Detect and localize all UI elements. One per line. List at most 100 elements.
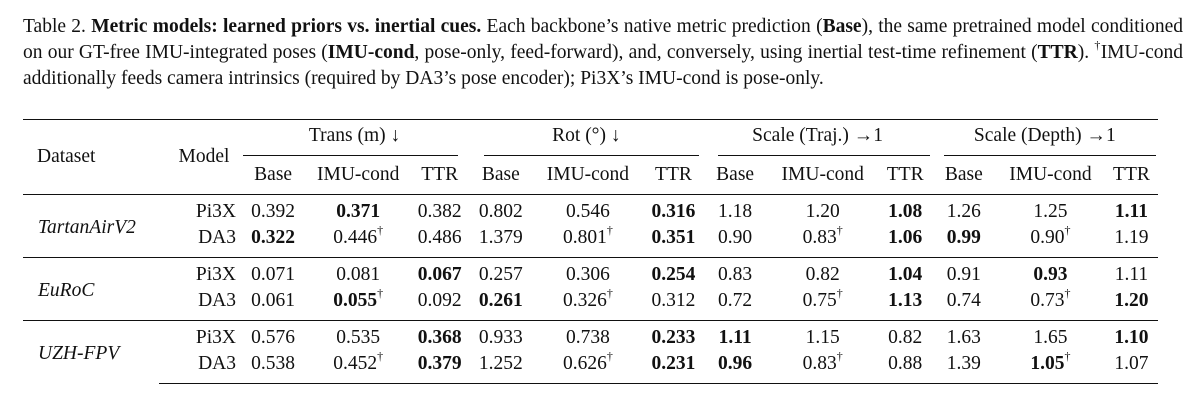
table-cell: 0.83† [767, 223, 879, 258]
table-cell: 0.446† [306, 224, 410, 258]
cell-value: 1.252 [478, 353, 523, 374]
group-header-row: Dataset Model Trans (m) ↓ Rot (°) ↓ Scal… [23, 119, 1158, 195]
cell-value: 0.233 [651, 327, 696, 348]
cell-value: 1.04 [888, 264, 923, 285]
table-cell: 0.382 [410, 194, 470, 225]
subcol-scale-depth-imucond: IMU-cond [1009, 164, 1092, 185]
cell-value: 1.13 [888, 290, 923, 311]
table-cell: 0.738 [532, 320, 644, 351]
cell-value: 0.368 [417, 327, 462, 348]
table-cell: 1.11 [703, 320, 767, 351]
cell-value: 0.081 [336, 264, 381, 285]
table-cell: 0.392 [240, 194, 307, 225]
model-name: Pi3X [158, 257, 240, 288]
cell-value: 0.452 [333, 353, 378, 374]
cell-value: 1.65 [1033, 327, 1068, 348]
table-cell: 0.316 [643, 194, 704, 225]
cell-value: 0.83 [718, 264, 753, 285]
cell-value: 1.06 [888, 227, 923, 248]
table-cell: 0.83† [766, 349, 879, 384]
model-name: DA3 [198, 290, 236, 311]
table-cell: 0.90† [996, 224, 1105, 258]
cell-value: 0.546 [565, 201, 610, 222]
group-label-scale-traj: Scale (Traj.) →1 [752, 125, 884, 146]
cell-value: 0.382 [417, 201, 462, 222]
table-cell: 0.96 [703, 351, 767, 384]
table-cell: 0.071 [240, 257, 307, 288]
cell-value: 0.738 [565, 327, 610, 348]
group-label-scale-depth: Scale (Depth) →1 [973, 125, 1116, 146]
table-cell: 0.72 [704, 288, 767, 321]
table-cell: 0.231 [643, 351, 704, 384]
subcol-rot-imucond: IMU-cond [546, 164, 630, 185]
dagger-mark: † [606, 223, 613, 237]
model-name: Pi3X [158, 320, 240, 351]
cell-value: 1.20 [1114, 290, 1149, 311]
table-cell: 0.99 [932, 225, 996, 258]
subcol-trans-ttr: TTR [421, 164, 459, 185]
table-cell: 1.26 [931, 194, 996, 225]
subcol-rot-ttr: TTR [655, 164, 692, 185]
caption-dagger: † [1094, 38, 1101, 52]
table-cell: 0.257 [469, 257, 533, 288]
cell-value: 0.72 [718, 290, 753, 311]
table-cell: 0.452† [306, 349, 411, 384]
caption-text-4: ). [1077, 42, 1095, 63]
table-cell: 1.65 [995, 320, 1105, 351]
table-cell: 1.379 [469, 225, 532, 258]
table-body: TartanAirV2 Pi3X 0.392 0.371 0.382 0.802 0.546… [23, 194, 1158, 384]
table-cell: 0.802 [469, 194, 533, 225]
cell-value: 0.351 [651, 227, 696, 248]
table-cell: 0.91 [931, 257, 996, 288]
cell-value: 1.39 [946, 353, 981, 374]
cell-value: 0.538 [251, 353, 296, 374]
dagger-mark: † [606, 349, 613, 363]
cell-value: 0.933 [478, 327, 523, 348]
dataset-header: Dataset [23, 119, 159, 195]
table-row: DA3 0.061 0.055† 0.092 0.261 0.326† 0.312 0.72 0… [23, 286, 1158, 321]
caption-text-1: Each backbone’s native metric prediction… [481, 16, 823, 37]
dagger-mark: † [836, 223, 843, 237]
cell-value: 0.316 [651, 201, 696, 222]
dagger-mark: † [1064, 286, 1071, 300]
model-name: DA3 [198, 227, 236, 248]
cell-value: 0.801 [562, 227, 607, 248]
table-cell: 0.801† [532, 223, 643, 258]
table-cell: 0.90 [704, 225, 767, 258]
table-cell: 0.486 [410, 225, 469, 258]
group-header-trans: Trans (m) ↓ [240, 119, 470, 156]
dagger-mark: † [377, 349, 384, 363]
cmidrule-scale-depth [944, 155, 1156, 156]
cmidrule-trans [243, 155, 458, 156]
subcol-trans-base: Base [254, 164, 293, 185]
cell-value: 0.82 [888, 327, 923, 348]
cell-value: 0.90 [1030, 227, 1065, 248]
cell-value: 0.371 [336, 201, 381, 222]
cell-value: 0.626 [562, 353, 607, 374]
table-cell: 1.07 [1104, 351, 1158, 384]
cell-value: 0.73 [1030, 290, 1065, 311]
group-label-trans: Trans (m) ↓ [308, 125, 401, 146]
caption-title: Metric models: learned priors vs. inerti… [91, 16, 482, 37]
cell-value: 1.26 [946, 201, 981, 222]
table-cell: 1.25 [995, 194, 1105, 225]
table-cell: 0.312 [643, 288, 703, 321]
cell-value: 0.306 [565, 264, 610, 285]
table-row: EuRoC Pi3X 0.071 0.081 0.067 0.257 0.306 0.254 0… [23, 257, 1158, 321]
model-header: Model [158, 119, 240, 195]
results-table: Dataset Model Trans (m) ↓ Rot (°) ↓ Scal… [23, 119, 1158, 384]
cell-value: 0.067 [417, 264, 462, 285]
cell-value: 0.83 [802, 227, 837, 248]
cell-value: 1.18 [718, 201, 753, 222]
table-cell: 0.88 [878, 351, 932, 384]
cell-value: 0.99 [946, 227, 981, 248]
table-cell: 1.04 [878, 257, 932, 288]
table-cell: 1.19 [1105, 225, 1158, 258]
table-cell: 0.83 [703, 257, 767, 288]
table-cell: 0.092 [410, 288, 469, 321]
dagger-mark: † [836, 349, 843, 363]
table-cell: 0.368 [410, 320, 470, 351]
subcol-trans-imucond: IMU-cond [317, 164, 400, 185]
table-cell: 0.261 [469, 288, 532, 321]
